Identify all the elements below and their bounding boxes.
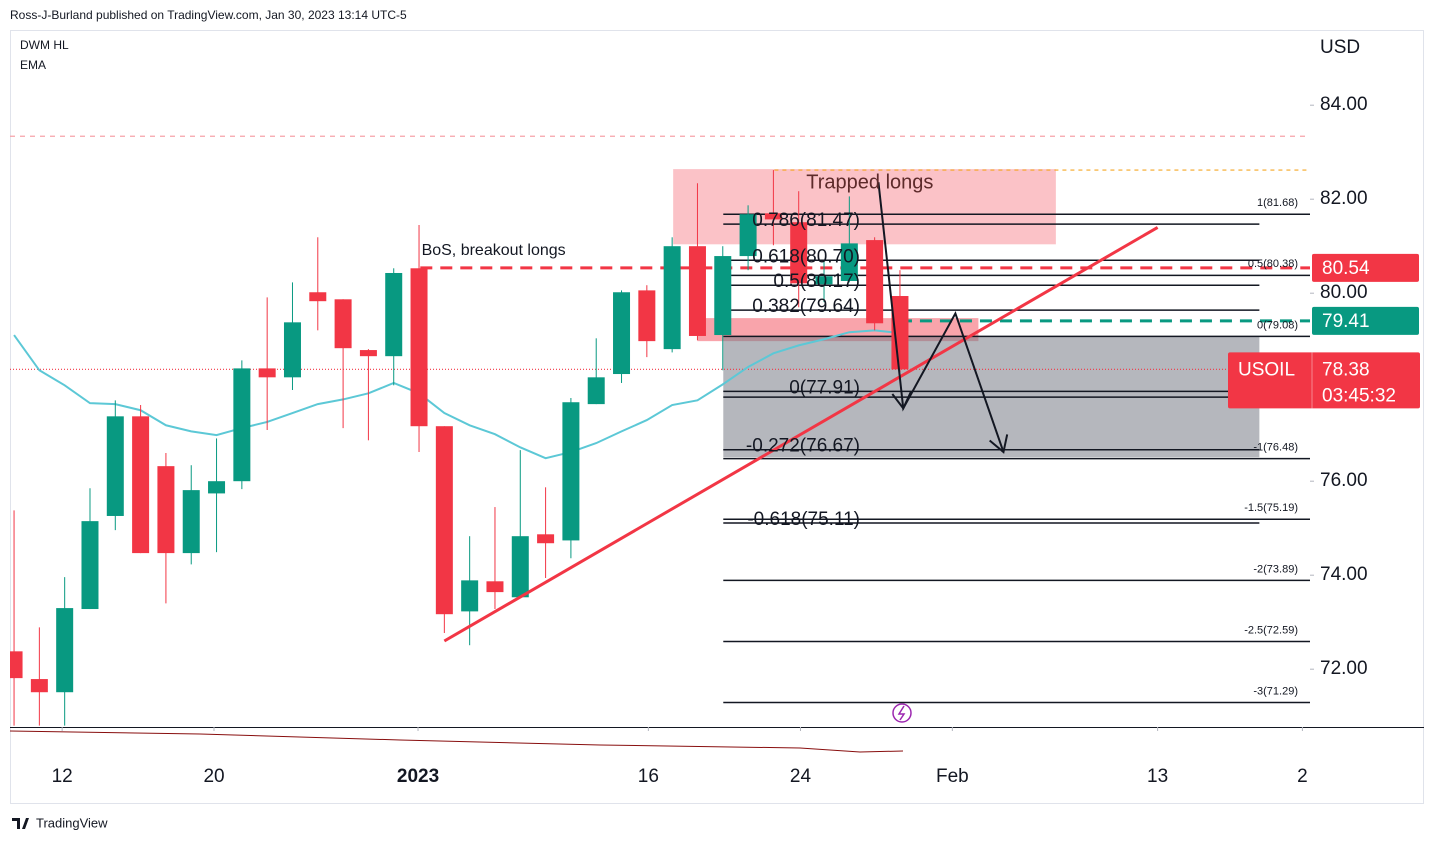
annotation: BoS, breakout longs (422, 242, 566, 259)
y-tick-label: 84.00 (1320, 94, 1368, 115)
event-icon-bolt (897, 705, 906, 721)
fib-label: 0.618(80.70) (752, 246, 860, 267)
candle-body (638, 290, 656, 342)
candle-body (359, 350, 377, 357)
fib-label: 1(81.68) (1257, 197, 1298, 209)
y-tick-label: 82.00 (1320, 188, 1368, 209)
logo-mark (12, 818, 29, 829)
candle-body (790, 222, 808, 284)
candle-body (132, 416, 150, 554)
y-tick-label: 74.00 (1320, 564, 1368, 585)
indicator-label: DWM HL (20, 38, 69, 52)
candle-body (587, 377, 605, 405)
event-icon (892, 703, 912, 723)
candle-body (334, 299, 352, 349)
candle-body (30, 679, 48, 693)
arrow-head (891, 391, 912, 411)
fib-label: 0(77.91) (789, 377, 860, 398)
x-tick-label: 12 (52, 766, 73, 787)
candle-body (562, 402, 580, 541)
candle-body (435, 426, 453, 615)
candle-body (157, 466, 175, 554)
x-tick-label: Feb (936, 766, 969, 787)
candle-body (410, 268, 428, 427)
x-tick-label: 16 (638, 766, 659, 787)
x-tick-label: 2 (1297, 766, 1308, 787)
price-badge-label: 80.54 (1322, 258, 1370, 279)
candle-body (486, 581, 504, 593)
x-tick-label: 13 (1147, 766, 1168, 787)
candle-body (81, 521, 99, 610)
fib-label: -1(76.48) (1253, 442, 1298, 454)
price-badge (1312, 253, 1419, 282)
logo: TradingView (12, 815, 108, 830)
price-badge-label: 79.41 (1322, 311, 1370, 332)
candle-body (891, 296, 909, 370)
candle-body (10, 651, 23, 679)
candle-body (537, 534, 555, 544)
projection (877, 182, 1005, 453)
symbol-label: USOIL (1238, 359, 1295, 380)
candle-body (182, 490, 200, 554)
candle-body (511, 536, 529, 598)
fib-label: -2.5(72.59) (1244, 624, 1298, 636)
lower-indicator (9, 730, 904, 753)
candle-body (385, 272, 403, 357)
arrow-head (989, 434, 1009, 454)
candle-body (56, 608, 74, 693)
candle-body (840, 243, 858, 281)
candle-body (461, 580, 479, 612)
candle-body (208, 481, 226, 494)
fib-label: -1.5(75.19) (1244, 502, 1298, 514)
candle-body (866, 240, 884, 324)
currency: USD (1320, 37, 1360, 58)
fib-label: 0.5(80.38) (1248, 258, 1298, 270)
logo-text: TradingView (36, 815, 108, 830)
fib-label: -2(73.89) (1253, 563, 1298, 575)
y-tick-label: 72.00 (1320, 658, 1368, 679)
fib-label: 0.786(81.47) (752, 210, 860, 231)
fib-label: 0.5(80.17) (773, 271, 860, 292)
fib-label: 0.382(79.64) (752, 296, 860, 317)
candle-body (739, 214, 757, 257)
x-tick-label: 24 (790, 766, 812, 787)
last-price-label: 78.38 (1322, 359, 1370, 380)
last-price-badge (1228, 352, 1420, 409)
x-tick-label: 2023 (397, 766, 439, 787)
candle-body (233, 368, 251, 482)
fib-label: 0(79.08) (1257, 319, 1298, 331)
annotation: Trapped longs (806, 171, 933, 193)
fib-label: -0.618(75.11) (747, 509, 860, 530)
price-badge (1312, 306, 1419, 335)
plot: 1(81.68)0.5(80.38)0(79.08)-0.5(77.79)-1(… (10, 135, 1310, 726)
candle-body (714, 256, 732, 336)
candle-body (106, 416, 124, 516)
countdown-label: 03:45:32 (1322, 385, 1396, 406)
candle-body (309, 292, 327, 302)
zone (673, 169, 1056, 245)
publisher: Ross-J-Burland published on TradingView.… (10, 8, 407, 22)
ema-line (13, 329, 901, 460)
x-tick-label: 20 (203, 766, 224, 787)
fib-label: -3(71.29) (1253, 685, 1298, 697)
fib-label: -0.272(76.67) (746, 436, 860, 457)
candle-body (613, 292, 631, 375)
candle-body (815, 276, 833, 285)
indicator-label: EMA (20, 58, 46, 72)
y-tick-label: 80.00 (1320, 282, 1368, 303)
candle-body (663, 246, 681, 350)
candle-body (258, 368, 276, 378)
y-tick-label: 76.00 (1320, 470, 1368, 491)
candle-body (688, 246, 706, 336)
candle-body (283, 322, 301, 378)
trendline (443, 226, 1159, 643)
candle-body (764, 213, 782, 220)
